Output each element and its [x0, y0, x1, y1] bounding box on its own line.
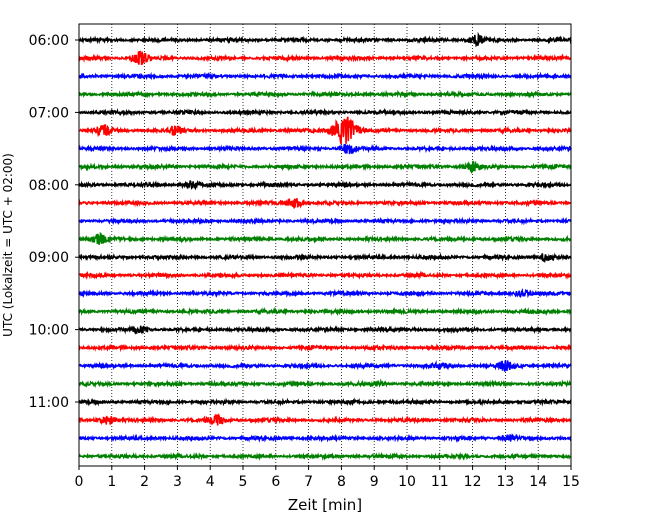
trace-0930 [78, 288, 572, 299]
x-tick-label: 14 [529, 474, 547, 490]
x-tick-label: 12 [464, 474, 482, 490]
trace-1000 [78, 324, 572, 335]
x-tick-label: 0 [75, 474, 84, 490]
y-tick-label: 07:00 [29, 105, 69, 121]
x-tick-label: 7 [304, 474, 313, 490]
trace-0730 [78, 143, 572, 155]
y-tick-label: 09:00 [29, 250, 69, 266]
x-tick-label: 9 [370, 474, 379, 490]
trace-1030 [78, 360, 572, 372]
trace-0715 [78, 116, 572, 145]
y-tick-label: 10:00 [29, 323, 69, 339]
trace-0900 [78, 252, 572, 263]
trace-1130 [78, 433, 572, 443]
trace-layer [78, 31, 572, 461]
y-tick-label: 08:00 [29, 178, 69, 194]
trace-0945 [78, 306, 572, 317]
x-tick-label: 2 [140, 474, 149, 490]
trace-0700 [78, 107, 572, 117]
x-tick-label: 11 [431, 474, 449, 490]
x-tick-label: 10 [398, 474, 416, 490]
trace-0615 [78, 49, 572, 66]
trace-1015 [78, 343, 572, 353]
trace-0915 [78, 270, 572, 281]
y-tick-label: 11:00 [29, 395, 69, 411]
x-tick-label: 6 [271, 474, 280, 490]
x-tick-label: 3 [173, 474, 182, 490]
trace-0830 [78, 216, 572, 226]
y-tick-label: 06:00 [29, 33, 69, 49]
trace-0630 [78, 71, 572, 81]
x-tick-label: 8 [337, 474, 346, 490]
x-tick-label: 15 [562, 474, 580, 490]
y-axis-label: UTC (Lokalzeit = UTC + 02:00) [1, 153, 15, 337]
x-axis-label: Zeit [min] [288, 496, 362, 514]
trace-0815 [78, 198, 572, 209]
trace-0645 [78, 89, 572, 99]
trace-1115 [78, 412, 572, 426]
trace-1100 [78, 397, 572, 407]
trace-1145 [78, 451, 572, 461]
x-tick-label: 1 [107, 474, 116, 490]
trace-1045 [78, 378, 572, 389]
trace-0600 [78, 31, 572, 48]
x-axis-ticks: 0 1 2 3 4 5 6 7 8 9 10 11 12 13 14 15 [75, 466, 580, 490]
plot-frame [78, 23, 572, 467]
y-axis-ticks: 06:00 07:00 08:00 09:00 10:00 11:00 [29, 33, 79, 411]
trace-0745 [78, 160, 572, 174]
x-tick-label: 4 [206, 474, 215, 490]
trace-0845 [78, 231, 572, 245]
x-tick-label: 5 [239, 474, 248, 490]
x-tick-label: 13 [496, 474, 514, 490]
trace-0800 [78, 179, 572, 191]
